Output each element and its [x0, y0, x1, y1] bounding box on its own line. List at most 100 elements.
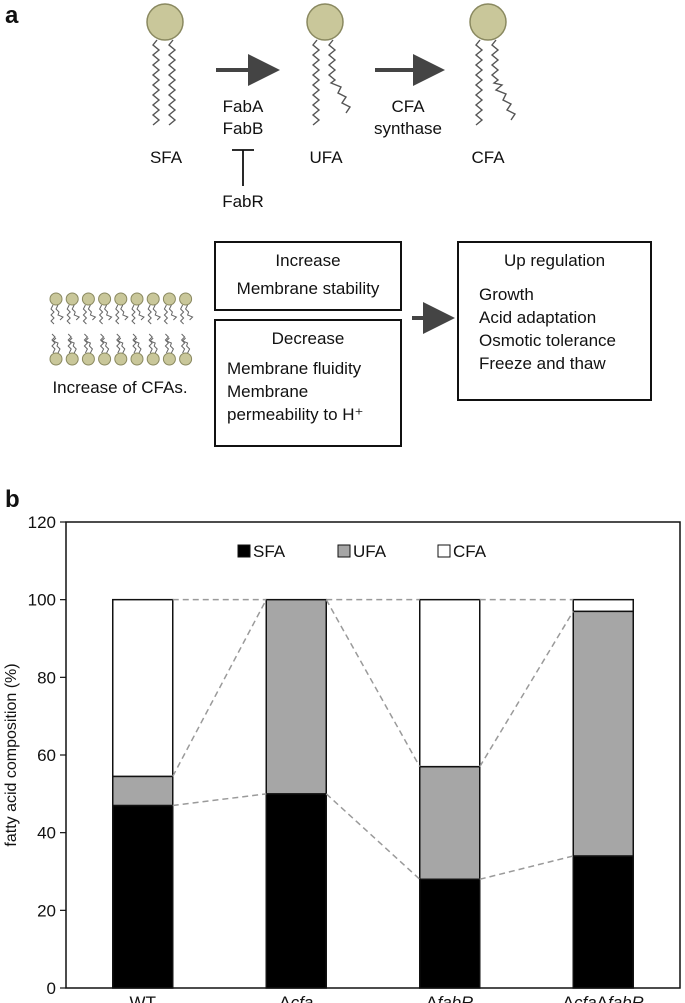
y-tick-label: 120	[28, 513, 56, 532]
membrane-tail	[180, 333, 186, 354]
membrane-head	[49, 292, 63, 306]
membrane-tail	[68, 337, 77, 354]
membrane-tail	[165, 337, 175, 354]
upregulation-item: Growth	[479, 285, 534, 304]
decrease-item: Membrane fluidity	[227, 359, 362, 378]
membrane-tail	[98, 304, 104, 325]
sfa-label: SFA	[149, 148, 183, 167]
connector-line	[325, 793, 421, 880]
membrane-head	[146, 292, 160, 306]
legend-swatch-sfa	[237, 544, 251, 558]
x-tick-label: WT	[130, 993, 156, 1003]
membrane-head	[65, 352, 79, 366]
membrane-bilayer-icon	[49, 292, 194, 366]
connector-line	[325, 599, 421, 768]
membrane-tail	[147, 304, 152, 325]
membrane-tail	[181, 337, 191, 354]
membrane-head	[179, 352, 193, 366]
membrane-tail	[116, 333, 121, 354]
membrane-tail	[99, 333, 105, 354]
legend-label-sfa: SFA	[253, 542, 286, 561]
membrane-head	[130, 352, 144, 366]
legend-label-ufa: UFA	[353, 542, 387, 561]
membrane-head	[98, 292, 112, 306]
membrane-tail	[83, 333, 89, 354]
membrane-tail	[55, 304, 64, 321]
bar-ufa-2	[419, 765, 481, 881]
membrane-head	[81, 292, 95, 306]
bar-sfa-0	[112, 804, 174, 989]
membrane-tail	[168, 304, 178, 321]
x-tick-label: Δcfa	[279, 993, 313, 1003]
bar-cfa-3	[572, 598, 634, 613]
y-tick-label: 60	[37, 746, 56, 765]
cfa-label: CFA	[471, 148, 505, 167]
membrane-tail	[115, 304, 120, 325]
decrease-item: Membrane	[227, 382, 309, 401]
pathway-diagram	[49, 3, 517, 366]
enzyme-fabb: FabB	[222, 119, 264, 138]
membrane-tail	[67, 333, 72, 354]
membrane-tail	[184, 304, 194, 321]
membrane-tail	[120, 304, 129, 321]
y-tick-label: 80	[37, 668, 56, 687]
connector-line	[172, 793, 267, 807]
membrane-tail	[50, 304, 55, 325]
membrane-head	[114, 292, 128, 306]
membrane-tail	[152, 304, 162, 321]
bar-cfa-0	[112, 598, 174, 778]
membrane-tail	[148, 333, 153, 354]
y-tick-label: 100	[28, 591, 56, 610]
membrane-tail	[71, 304, 81, 321]
membrane-tail	[82, 304, 88, 325]
sfa-lipid-icon	[146, 3, 184, 126]
membrane-head	[81, 352, 95, 366]
membrane-tail	[116, 337, 126, 354]
legend-label-cfa: CFA	[453, 542, 487, 561]
bar-ufa-1	[265, 598, 327, 795]
upregulation-box: Up regulation Growth Acid adaptation Osm…	[457, 241, 652, 401]
enzyme-synthase: synthase	[373, 119, 443, 138]
panel-a-letter: a	[5, 2, 19, 29]
membrane-tail	[132, 333, 137, 354]
membrane-tail	[163, 304, 169, 325]
ufa-lipid-icon	[306, 3, 352, 126]
upregulation-title: Up regulation	[503, 251, 606, 270]
membrane-tail	[149, 337, 158, 354]
membrane-tail	[103, 304, 113, 321]
connector-line	[479, 610, 574, 768]
bar-ufa-0	[112, 775, 174, 807]
panel-b-letter: b	[5, 486, 20, 513]
increase-box: Increase Membrane stability	[214, 241, 402, 311]
legend-swatch-cfa	[437, 544, 451, 558]
upregulation-item: Osmotic tolerance	[479, 331, 616, 350]
decrease-box: Decrease Membrane fluidity Membrane perm…	[214, 319, 402, 447]
membrane-head	[130, 292, 144, 306]
membrane-head	[179, 292, 193, 306]
legend-swatch-ufa	[337, 544, 351, 558]
membrane-tail	[179, 304, 185, 325]
x-tick-label: ΔfabR	[426, 993, 473, 1003]
membrane-head	[162, 352, 176, 366]
membrane-head	[98, 352, 112, 366]
decrease-item: permeability to H⁺	[227, 405, 364, 424]
membrane-tail	[164, 333, 170, 354]
bar-sfa-2	[419, 878, 481, 989]
membrane-tail	[100, 337, 110, 354]
upregulation-item: Acid adaptation	[479, 308, 597, 327]
stacked-bar-chart: 0 20 40 60 80 100 120 fatty acid composition (%…	[3, 513, 681, 1003]
ufa-label: UFA	[309, 148, 343, 167]
membrane-head	[162, 292, 176, 306]
enzyme-faba: FabA	[222, 97, 264, 116]
membrane-head	[146, 352, 160, 366]
connector-line	[172, 599, 267, 777]
membrane-tail	[84, 337, 94, 354]
connector-line	[479, 855, 574, 880]
membrane-tail	[131, 304, 136, 325]
upregulation-item: Freeze and thaw	[479, 354, 606, 373]
bar-sfa-3	[572, 855, 634, 989]
regulator-fabr: FabR	[222, 192, 264, 211]
membrane-tail	[133, 337, 142, 354]
decrease-title: Decrease	[271, 329, 345, 348]
y-tick-label: 20	[37, 901, 56, 920]
